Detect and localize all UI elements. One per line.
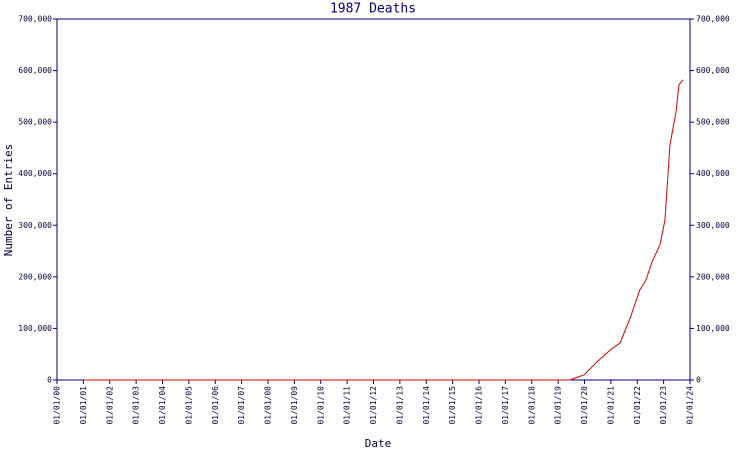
x-tick-label: 01/01/24 [686, 386, 695, 425]
y-tick-label: 200,000 [18, 272, 52, 281]
x-tick-label: 01/01/12 [369, 386, 378, 425]
x-tick-label: 01/01/23 [659, 386, 668, 425]
y-tick-label: 700,000 [18, 15, 52, 24]
x-tick-label: 01/01/13 [395, 386, 404, 425]
x-tick-label: 01/01/14 [422, 386, 431, 425]
x-tick-label: 01/01/16 [475, 386, 484, 425]
x-tick-label: 01/01/21 [606, 386, 615, 425]
x-tick-label: 01/01/05 [184, 386, 193, 425]
y2-tick-label: 400,000 [696, 169, 730, 178]
x-tick-label: 01/01/20 [580, 386, 589, 425]
x-tick-label: 01/01/03 [132, 386, 141, 425]
x-tick-label: 01/01/19 [554, 386, 563, 425]
y2-tick-label: 100,000 [696, 324, 730, 333]
y2-tick-label: 300,000 [696, 221, 730, 230]
y-tick-label: 0 [47, 376, 52, 385]
x-tick-label: 01/01/06 [211, 386, 220, 425]
y-tick-label: 100,000 [18, 324, 52, 333]
y2-tick-label: 500,000 [696, 118, 730, 127]
y-tick-label: 500,000 [18, 118, 52, 127]
x-tick-label: 01/01/04 [158, 386, 167, 425]
x-tick-label: 01/01/17 [501, 386, 510, 425]
x-tick-label: 01/01/01 [79, 386, 88, 425]
x-axis-title: Date [365, 437, 392, 450]
data-line [83, 79, 684, 381]
y-tick-label: 300,000 [18, 221, 52, 230]
y-tick-label: 400,000 [18, 169, 52, 178]
plot-frame [56, 18, 691, 381]
x-tick-label: 01/01/00 [53, 386, 62, 425]
x-tick-label: 01/01/22 [633, 386, 642, 425]
x-tick-label: 01/01/10 [316, 386, 325, 425]
x-tick-label: 01/01/11 [343, 386, 352, 425]
x-tick-label: 01/01/02 [105, 386, 114, 425]
x-tick-label: 01/01/09 [290, 386, 299, 425]
y-tick-label: 600,000 [18, 66, 52, 75]
x-tick-label: 01/01/07 [237, 386, 246, 425]
y2-tick-label: 200,000 [696, 272, 730, 281]
x-tick-label: 01/01/08 [264, 386, 273, 425]
x-tick-label: 01/01/18 [527, 386, 536, 425]
y2-tick-label: 600,000 [696, 66, 730, 75]
chart-title: 1987 Deaths [330, 2, 416, 17]
y-axis-title: Number of Entries [2, 144, 15, 257]
x-tick-label: 01/01/15 [448, 386, 457, 425]
y2-tick-label: 700,000 [696, 15, 730, 24]
y2-tick-label: 0 [696, 376, 701, 385]
